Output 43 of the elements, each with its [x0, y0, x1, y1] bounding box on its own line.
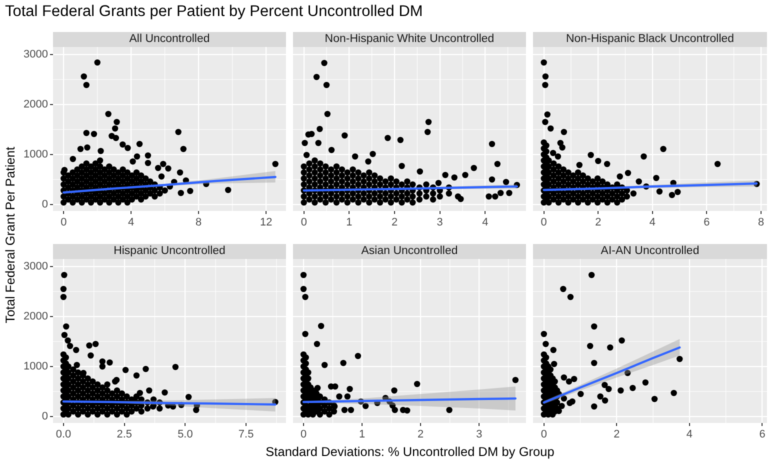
chart-subtitle: Hispanic Uncontrolled — [53, 244, 286, 259]
x-tick-label: 2 — [391, 216, 398, 229]
y-tick-label: 1000 — [24, 360, 48, 373]
x-tick-label: 8 — [758, 216, 764, 229]
x-tick-label: 4 — [649, 216, 656, 229]
x-tick-label: 2.5 — [116, 428, 132, 441]
chart-subtitle: Non-Hispanic Black Uncontrolled — [533, 32, 767, 47]
x-tick-label: 4 — [482, 216, 488, 229]
x-tick-label: 7.5 — [238, 428, 254, 441]
y-axis-title: Total Federal Grant Per Patient — [2, 146, 18, 324]
x-tick-label: 8 — [196, 216, 202, 229]
y-tick-label: 2000 — [24, 98, 48, 111]
x-tick-label: 0 — [300, 428, 307, 441]
x-tick-label: 1 — [346, 216, 352, 229]
x-axis-title: Standard Deviations: % Uncontrolled DM by Group — [266, 444, 554, 459]
y-tick-label: 0 — [42, 410, 48, 423]
x-tick-label: 0.0 — [56, 428, 72, 441]
x-tick-label: 4 — [128, 216, 134, 229]
x-tick-label: 0 — [540, 428, 547, 441]
x-tick-label: 12 — [260, 216, 272, 229]
x-tick-label: 0 — [540, 216, 547, 229]
chart-subtitle: Non-Hispanic White Uncontrolled — [293, 32, 526, 47]
x-tick-label: 1 — [359, 428, 366, 441]
chart-subtitle: Asian Uncontrolled — [293, 244, 526, 259]
x-tick-label: 5.0 — [178, 428, 193, 441]
x-tick-label: 3 — [436, 216, 443, 229]
chart-title: Total Federal Grants per Patient by Percent Uncontrolled DM — [5, 3, 423, 21]
x-tick-label: 4 — [686, 428, 693, 441]
x-tick-label: 0 — [300, 216, 307, 229]
x-tick-label: 3 — [476, 428, 482, 441]
y-tick-label: 0 — [42, 198, 48, 211]
y-tick-label: 2000 — [24, 310, 48, 323]
chart-subtitle: All Uncontrolled — [53, 32, 286, 47]
y-tick-label: 1000 — [24, 148, 48, 161]
x-tick-label: 0 — [60, 216, 67, 229]
x-tick-label: 2 — [418, 428, 424, 441]
y-tick-label: 3000 — [24, 48, 48, 61]
x-tick-label: 2 — [595, 216, 602, 229]
x-tick-label: 6 — [759, 428, 766, 441]
x-tick-label: 6 — [704, 216, 710, 229]
y-tick-label: 3000 — [24, 260, 48, 273]
x-tick-label: 2 — [614, 428, 620, 441]
chart-subtitle: AI-AN Uncontrolled — [533, 244, 767, 259]
